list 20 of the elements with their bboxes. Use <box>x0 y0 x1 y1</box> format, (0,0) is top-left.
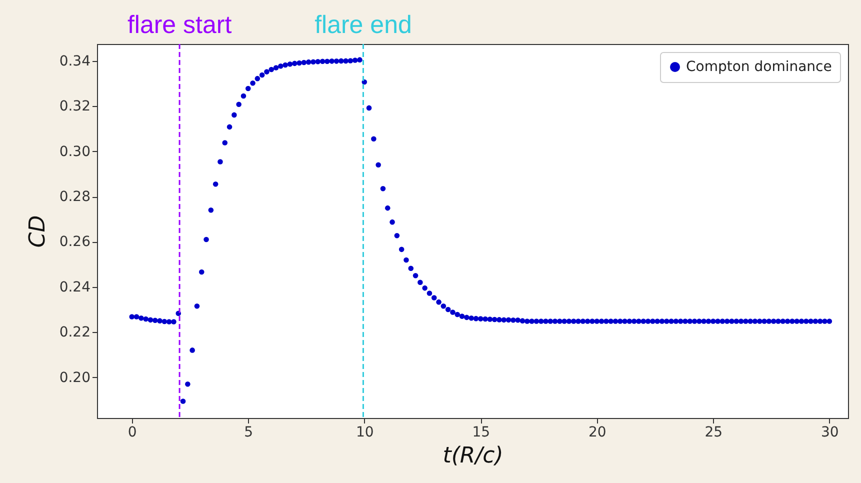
y-tick-label: 0.22 <box>59 324 90 341</box>
y-tick-label: 0.20 <box>59 370 90 386</box>
y-tick-label: 0.30 <box>59 144 90 160</box>
x-tick-label: 25 <box>704 424 723 440</box>
y-tick-label: 0.32 <box>59 98 90 115</box>
y-axis-title: CD <box>25 215 50 248</box>
x-tick-label: 10 <box>356 424 374 440</box>
x-tick-label: 0 <box>128 424 137 440</box>
x-tick-label: 15 <box>472 424 490 440</box>
y-tick-label: 0.26 <box>59 234 91 250</box>
legend-label: Compton dominance <box>686 59 832 75</box>
ref-line-label: flare end <box>314 11 412 39</box>
y-tick-label: 0.28 <box>59 189 90 206</box>
y-tick-label: 0.34 <box>59 53 91 70</box>
x-tick-label: 20 <box>588 424 606 440</box>
ref-line-label: flare start <box>127 11 232 39</box>
y-tick-label: 0.24 <box>59 279 91 296</box>
x-tick-label: 5 <box>244 424 254 440</box>
x-axis-title: t(R/c) <box>442 444 504 468</box>
x-tick-label: 30 <box>820 424 839 440</box>
